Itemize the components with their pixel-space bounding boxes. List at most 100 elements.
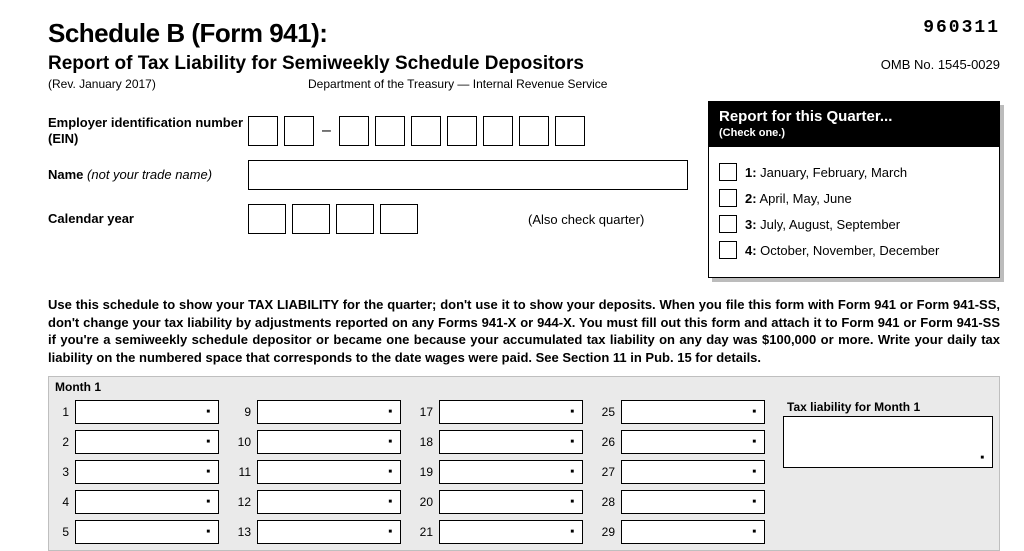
ein-box[interactable]	[339, 116, 369, 146]
quarter-option[interactable]: 1: January, February, March	[719, 163, 989, 181]
day-row: 4	[55, 490, 219, 514]
day-row: 20	[419, 490, 583, 514]
day-number: 28	[601, 495, 621, 509]
day-row: 29	[601, 520, 765, 544]
year-box[interactable]	[292, 204, 330, 234]
quarter-checkbox[interactable]	[719, 241, 737, 259]
day-row: 3	[55, 460, 219, 484]
day-liability-input[interactable]	[75, 400, 219, 424]
ein-box[interactable]	[375, 116, 405, 146]
day-liability-input[interactable]	[621, 520, 765, 544]
ein-label: Employer identification number (EIN)	[48, 115, 248, 146]
ein-box[interactable]	[411, 116, 441, 146]
ein-box[interactable]	[284, 116, 314, 146]
ein-box[interactable]	[483, 116, 513, 146]
quarter-checkbox[interactable]	[719, 215, 737, 233]
omb-number: OMB No. 1545-0029	[881, 57, 1000, 72]
year-box[interactable]	[380, 204, 418, 234]
day-liability-input[interactable]	[75, 490, 219, 514]
quarter-panel: Report for this Quarter... (Check one.) …	[708, 101, 1000, 278]
quarter-checkbox[interactable]	[719, 189, 737, 207]
day-number: 10	[237, 435, 257, 449]
ein-box[interactable]	[248, 116, 278, 146]
day-row: 18	[419, 430, 583, 454]
quarter-option[interactable]: 2: April, May, June	[719, 189, 989, 207]
ein-input-group: –	[248, 116, 585, 146]
day-liability-input[interactable]	[621, 460, 765, 484]
day-number: 29	[601, 525, 621, 539]
day-number: 3	[55, 465, 75, 479]
day-liability-input[interactable]	[257, 460, 401, 484]
name-label: Name (not your trade name)	[48, 167, 248, 183]
form-title: Schedule B (Form 941):	[48, 18, 327, 49]
day-liability-input[interactable]	[439, 400, 583, 424]
month-header: Month 1	[48, 376, 1000, 396]
revision-date: (Rev. January 2017)	[48, 77, 308, 91]
day-number: 5	[55, 525, 75, 539]
day-number: 13	[237, 525, 257, 539]
day-row: 27	[601, 460, 765, 484]
day-row: 9	[237, 400, 401, 424]
day-liability-input[interactable]	[75, 520, 219, 544]
quarter-option-label: 2: April, May, June	[745, 191, 852, 206]
day-number: 27	[601, 465, 621, 479]
quarter-panel-title: Report for this Quarter...	[719, 108, 989, 125]
instructions-text: Use this schedule to show your TAX LIABI…	[48, 296, 1000, 366]
day-number: 20	[419, 495, 439, 509]
day-liability-input[interactable]	[257, 400, 401, 424]
day-liability-input[interactable]	[439, 430, 583, 454]
year-box[interactable]	[336, 204, 374, 234]
month-total-input[interactable]	[783, 416, 993, 468]
day-number: 2	[55, 435, 75, 449]
month-total-label: Tax liability for Month 1	[783, 400, 993, 414]
form-number: 960311	[923, 18, 1000, 38]
quarter-option[interactable]: 4: October, November, December	[719, 241, 989, 259]
day-liability-input[interactable]	[621, 490, 765, 514]
day-number: 1	[55, 405, 75, 419]
day-number: 12	[237, 495, 257, 509]
day-row: 21	[419, 520, 583, 544]
day-liability-input[interactable]	[75, 460, 219, 484]
quarter-option-label: 4: October, November, December	[745, 243, 939, 258]
ein-box[interactable]	[447, 116, 477, 146]
day-number: 26	[601, 435, 621, 449]
day-liability-input[interactable]	[257, 430, 401, 454]
year-box[interactable]	[248, 204, 286, 234]
department-line: Department of the Treasury — Internal Re…	[308, 77, 607, 91]
day-liability-input[interactable]	[439, 490, 583, 514]
day-row: 26	[601, 430, 765, 454]
year-label: Calendar year	[48, 211, 248, 227]
form-subtitle: Report of Tax Liability for Semiweekly S…	[48, 53, 584, 75]
day-liability-input[interactable]	[257, 490, 401, 514]
name-input[interactable]	[248, 160, 688, 190]
also-check-quarter: (Also check quarter)	[528, 212, 644, 227]
day-number: 18	[419, 435, 439, 449]
ein-box[interactable]	[519, 116, 549, 146]
day-liability-input[interactable]	[257, 520, 401, 544]
ein-box[interactable]	[555, 116, 585, 146]
day-number: 21	[419, 525, 439, 539]
day-number: 9	[237, 405, 257, 419]
day-row: 1	[55, 400, 219, 424]
day-row: 19	[419, 460, 583, 484]
month-grid: 12345 910111213 1718192021 2526272829 Ta…	[48, 396, 1000, 551]
quarter-checkbox[interactable]	[719, 163, 737, 181]
day-row: 11	[237, 460, 401, 484]
quarter-option[interactable]: 3: July, August, September	[719, 215, 989, 233]
day-liability-input[interactable]	[621, 430, 765, 454]
day-liability-input[interactable]	[439, 520, 583, 544]
quarter-panel-subtitle: (Check one.)	[719, 127, 989, 139]
day-row: 25	[601, 400, 765, 424]
day-row: 13	[237, 520, 401, 544]
day-row: 17	[419, 400, 583, 424]
day-row: 10	[237, 430, 401, 454]
ein-dash: –	[320, 122, 333, 140]
day-row: 12	[237, 490, 401, 514]
day-liability-input[interactable]	[439, 460, 583, 484]
day-liability-input[interactable]	[621, 400, 765, 424]
year-input-group	[248, 204, 418, 234]
day-number: 11	[237, 465, 257, 479]
day-number: 17	[419, 405, 439, 419]
quarter-option-label: 1: January, February, March	[745, 165, 907, 180]
day-liability-input[interactable]	[75, 430, 219, 454]
